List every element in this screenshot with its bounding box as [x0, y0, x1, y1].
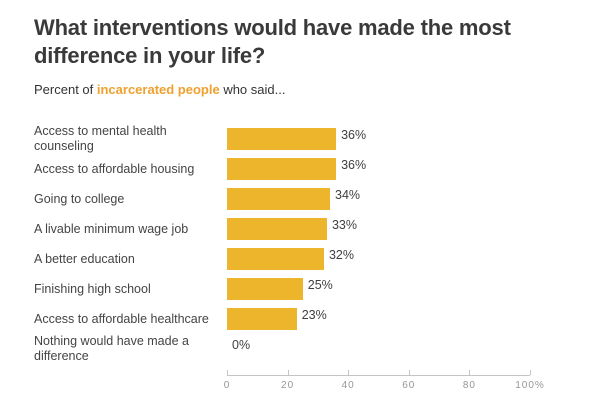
- tick-mark: [287, 370, 289, 375]
- chart-row: Access to affordable healthcare 23%: [34, 304, 600, 334]
- bar-track: 33%: [227, 214, 530, 244]
- bar-track: 25%: [227, 274, 530, 304]
- chart-row: Nothing would have made a difference 0%: [34, 334, 600, 364]
- category-label: A livable minimum wage job: [34, 221, 189, 236]
- bar-track: 0%: [227, 334, 530, 364]
- value-label: 32%: [328, 248, 354, 262]
- value-label: 36%: [341, 158, 367, 172]
- tick-label: 60: [402, 380, 416, 391]
- value-label: 0%: [232, 338, 251, 352]
- bar: [227, 188, 331, 210]
- bar-chart: Access to mental health counseling 36% A…: [34, 124, 600, 398]
- x-axis: 0 20 40 60 80 100%: [223, 370, 544, 398]
- tick-mark: [408, 370, 410, 375]
- value-label: 33%: [331, 218, 358, 232]
- bar: [227, 278, 303, 300]
- category-label: Access to mental health counseling: [34, 124, 167, 153]
- value-label: 23%: [301, 308, 327, 322]
- category-label: Access to affordable healthcare: [34, 311, 209, 326]
- tick-label: 20: [281, 380, 295, 391]
- chart-row: A livable minimum wage job 33%: [34, 214, 600, 244]
- chart-row: Access to affordable housing 36%: [34, 154, 600, 184]
- value-label: 36%: [341, 128, 367, 142]
- tick-mark: [348, 370, 350, 375]
- chart-row: Finishing high school 25%: [34, 274, 600, 304]
- tick-mark: [227, 370, 228, 375]
- category-label: Finishing high school: [34, 281, 151, 296]
- tick-label: 0: [223, 380, 231, 391]
- bar-track: 36%: [227, 124, 530, 154]
- bar-track: 34%: [227, 184, 530, 214]
- chart-subtitle: Percent of incarcerated people who said.…: [34, 82, 600, 98]
- bar-track: 36%: [227, 154, 530, 184]
- subtitle-prefix: Percent of: [34, 82, 97, 97]
- bar-track: 32%: [227, 244, 530, 274]
- bar: [227, 308, 297, 330]
- bar: [227, 218, 327, 240]
- tick-mark: [469, 370, 471, 375]
- category-label: A better education: [34, 251, 135, 266]
- chart-row: Going to college 34%: [34, 184, 600, 214]
- subtitle-highlight: incarcerated people: [96, 82, 220, 97]
- tick-label: 80: [462, 380, 476, 391]
- bar-track: 23%: [227, 304, 530, 334]
- tick-label: 40: [341, 380, 355, 391]
- category-label: Going to college: [34, 191, 125, 206]
- chart-row: Access to mental health counseling 36%: [34, 124, 600, 154]
- bar: [227, 158, 337, 180]
- category-label: Access to affordable housing: [34, 161, 195, 176]
- category-label: Nothing would have made a difference: [34, 334, 189, 363]
- tick-label: 100%: [515, 380, 545, 391]
- bar: [227, 248, 324, 270]
- chart-title: What interventions would have made the m…: [34, 15, 511, 68]
- subtitle-suffix: who said...: [219, 82, 286, 97]
- value-label: 34%: [335, 188, 361, 202]
- value-label: 25%: [307, 278, 333, 292]
- bar: [227, 128, 337, 150]
- tick-mark: [530, 370, 531, 375]
- chart-row: A better education 32%: [34, 244, 600, 274]
